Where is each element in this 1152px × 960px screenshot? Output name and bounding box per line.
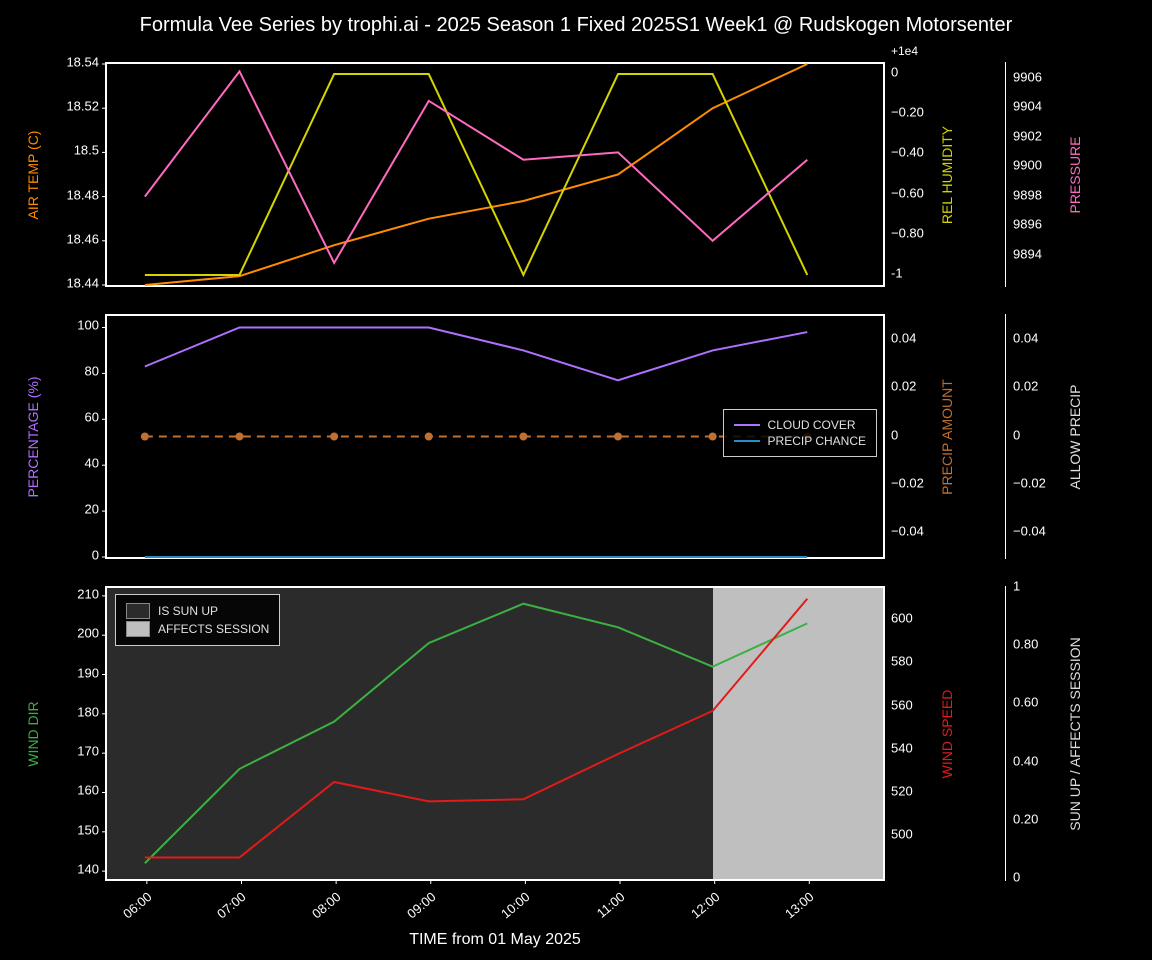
- ytick-right: 0: [891, 427, 898, 442]
- ytick-left: 0: [92, 548, 99, 563]
- ytick-left: 80: [85, 364, 99, 379]
- panel-temp-humidity-pressure-far-axis-label: PRESSURE: [1067, 136, 1083, 213]
- xtick-label: 10:00: [498, 889, 533, 921]
- ytick-left: 18.44: [66, 276, 99, 291]
- xtick-label: 06:00: [120, 889, 155, 921]
- xtick-label: 09:00: [404, 889, 439, 921]
- legend-label: IS SUN UP: [158, 604, 218, 618]
- ytick-left: 170: [77, 744, 99, 759]
- ytick-right: −0.80: [891, 225, 924, 240]
- ytick-right: 0.02: [891, 379, 916, 394]
- panel-temp-humidity-pressure-right-axis-label: REL HUMIDITY: [939, 125, 955, 223]
- ytick-far: 9898: [1013, 187, 1042, 202]
- ytick-right: 0: [891, 65, 898, 80]
- ytick-right: 540: [891, 740, 913, 755]
- ytick-left: 100: [77, 318, 99, 333]
- panel-wind-sun: 140150160170180190200210WIND DIR50052054…: [105, 586, 885, 881]
- ytick-far: 9904: [1013, 99, 1042, 114]
- legend-item: CLOUD COVER: [734, 418, 866, 432]
- legend-swatch: [126, 621, 150, 637]
- ytick-far: 0.20: [1013, 811, 1038, 826]
- ytick-left: 150: [77, 822, 99, 837]
- panel-wind-sun-left-axis-label: WIND DIR: [25, 701, 41, 766]
- ytick-far: 9902: [1013, 128, 1042, 143]
- ytick-far: −0.02: [1013, 475, 1046, 490]
- ytick-left: 18.5: [74, 143, 99, 158]
- ytick-far: 0.60: [1013, 695, 1038, 710]
- ytick-right: −0.60: [891, 185, 924, 200]
- far-axis-spine: [1005, 62, 1006, 287]
- far-axis-spine: [1005, 314, 1006, 559]
- ytick-far: 9896: [1013, 217, 1042, 232]
- panel3-legend: IS SUN UP AFFECTS SESSION: [115, 594, 280, 646]
- x-axis-label: TIME from 01 May 2025: [105, 931, 885, 949]
- chart-root: Formula Vee Series by trophi.ai - 2025 S…: [0, 0, 1152, 960]
- ytick-far: −0.04: [1013, 523, 1046, 538]
- ytick-right: 560: [891, 697, 913, 712]
- ytick-right: 580: [891, 654, 913, 669]
- ytick-far: 1: [1013, 579, 1020, 594]
- xtick-label: 08:00: [309, 889, 344, 921]
- legend-swatch: [734, 424, 760, 426]
- ytick-right: 520: [891, 783, 913, 798]
- ytick-right: 600: [891, 611, 913, 626]
- ytick-left: 160: [77, 783, 99, 798]
- ytick-right: −0.20: [891, 105, 924, 120]
- xtick-label: 12:00: [688, 889, 723, 921]
- panel2-legend: CLOUD COVER PRECIP CHANCE: [723, 409, 877, 457]
- ytick-far: 0.80: [1013, 637, 1038, 652]
- panel-cloud-precip: 020406080100PERCENTAGE (%)−0.04−0.0200.0…: [105, 314, 885, 559]
- ytick-left: 140: [77, 862, 99, 877]
- ytick-left: 18.54: [66, 55, 99, 70]
- legend-item: IS SUN UP: [126, 603, 269, 619]
- legend-item: AFFECTS SESSION: [126, 621, 269, 637]
- legend-swatch: [126, 603, 150, 619]
- legend-item: PRECIP CHANCE: [734, 434, 866, 448]
- ytick-far: 9906: [1013, 69, 1042, 84]
- right-axis-exp: +1e4: [891, 44, 918, 58]
- page-title: Formula Vee Series by trophi.ai - 2025 S…: [0, 14, 1152, 37]
- panel-wind-sun-right-axis-label: WIND SPEED: [939, 689, 955, 778]
- ytick-left: 18.48: [66, 187, 99, 202]
- panel-cloud-precip-far-axis-label: ALLOW PRECIP: [1067, 384, 1083, 489]
- ytick-left: 18.46: [66, 231, 99, 246]
- ytick-far: 0.40: [1013, 753, 1038, 768]
- panel-temp-humidity-pressure-plot: [107, 64, 883, 285]
- ytick-right: -1: [891, 265, 903, 280]
- legend-label: AFFECTS SESSION: [158, 622, 269, 636]
- xtick-label: 07:00: [215, 889, 250, 921]
- ytick-right: −0.02: [891, 475, 924, 490]
- ytick-far: 0: [1013, 870, 1020, 885]
- ytick-left: 60: [85, 410, 99, 425]
- ytick-right: 500: [891, 826, 913, 841]
- ytick-left: 180: [77, 704, 99, 719]
- ytick-right: 0.04: [891, 331, 916, 346]
- panel-temp-humidity-pressure: 18.4418.4618.4818.518.5218.54AIR TEMP (C…: [105, 62, 885, 287]
- ytick-right: −0.04: [891, 523, 924, 538]
- panel-wind-sun-far-axis-label: SUN UP / AFFECTS SESSION: [1067, 637, 1083, 830]
- ytick-right: −0.40: [891, 145, 924, 160]
- ytick-far: 9894: [1013, 246, 1042, 261]
- ytick-left: 190: [77, 665, 99, 680]
- legend-swatch: [734, 440, 760, 442]
- panel-cloud-precip-right-axis-label: PRECIP AMOUNT: [939, 379, 955, 495]
- ytick-left: 200: [77, 626, 99, 641]
- ytick-left: 210: [77, 586, 99, 601]
- ytick-left: 40: [85, 456, 99, 471]
- ytick-left: 20: [85, 502, 99, 517]
- ytick-far: 0: [1013, 427, 1020, 442]
- legend-label: PRECIP CHANCE: [768, 434, 866, 448]
- ytick-far: 9900: [1013, 158, 1042, 173]
- panel-temp-humidity-pressure-left-axis-label: AIR TEMP (C): [25, 130, 41, 219]
- ytick-far: 0.04: [1013, 331, 1038, 346]
- legend-label: CLOUD COVER: [768, 418, 856, 432]
- xtick-label: 13:00: [782, 889, 817, 921]
- ytick-far: 0.02: [1013, 379, 1038, 394]
- panel-cloud-precip-left-axis-label: PERCENTAGE (%): [25, 376, 41, 497]
- xtick-label: 11:00: [594, 889, 628, 921]
- ytick-left: 18.52: [66, 99, 99, 114]
- far-axis-spine: [1005, 586, 1006, 881]
